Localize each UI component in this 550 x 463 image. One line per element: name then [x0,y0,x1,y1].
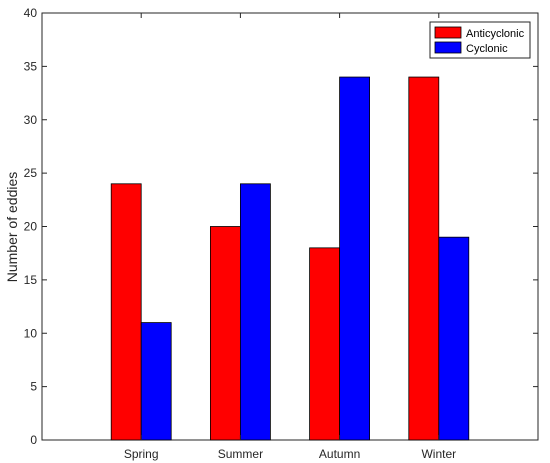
bar-cyclonic-winter [438,236,470,441]
bar-anticyclonic-summer [209,226,241,441]
legend-label-cyclonic: Cyclonic [466,43,508,55]
legend: Anticyclonic Cyclonic [429,21,531,59]
legend-swatch-anticyclonic [434,26,462,39]
bar-cyclonic-autumn [339,76,371,441]
bars [110,76,470,441]
y-tick-label: 5 [30,380,37,394]
x-tick-label-spring: Spring [124,447,159,461]
y-tick-label: 15 [24,273,38,287]
legend-swatch-cyclonic [434,41,462,54]
x-tick-label-autumn: Autumn [319,447,360,461]
ticks: 0 5 10 15 20 25 30 35 40 Spring Summer Autumn Winter [24,6,538,461]
y-tick-label: 25 [24,166,38,180]
y-tick-label: 20 [24,220,38,234]
bar-anticyclonic-winter [408,76,440,441]
bar-anticyclonic-autumn [309,247,341,441]
y-tick-label: 35 [24,59,38,73]
bar-cyclonic-spring [140,322,172,441]
bar-cyclonic-summer [239,183,271,441]
y-tick-label: 30 [24,113,38,127]
y-tick-label: 0 [30,433,37,447]
y-tick-label: 10 [24,326,38,340]
x-tick-label-winter: Winter [421,447,456,461]
y-tick-label: 40 [24,6,38,20]
y-axis-label: Number of eddies [4,172,20,283]
legend-label-anticyclonic: Anticyclonic [466,28,525,40]
x-tick-label-summer: Summer [218,447,263,461]
bar-anticyclonic-spring [110,183,142,441]
